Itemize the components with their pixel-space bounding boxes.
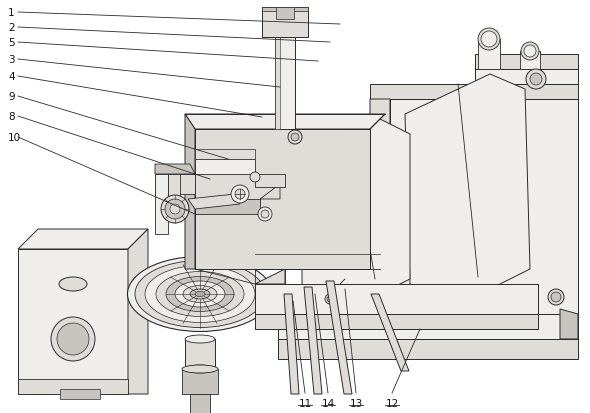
Polygon shape: [560, 309, 578, 339]
Circle shape: [481, 32, 497, 48]
Polygon shape: [255, 269, 285, 284]
Circle shape: [231, 185, 249, 204]
Polygon shape: [195, 130, 370, 269]
Polygon shape: [255, 284, 538, 314]
Circle shape: [250, 173, 260, 183]
Polygon shape: [155, 165, 195, 175]
Text: 1: 1: [8, 8, 15, 18]
Polygon shape: [155, 175, 195, 195]
Polygon shape: [182, 369, 218, 394]
Ellipse shape: [59, 277, 87, 291]
Circle shape: [161, 195, 189, 223]
Polygon shape: [185, 339, 215, 369]
Polygon shape: [475, 55, 578, 70]
Ellipse shape: [185, 335, 215, 343]
Circle shape: [235, 190, 245, 199]
Polygon shape: [18, 379, 128, 394]
Polygon shape: [195, 199, 260, 214]
Polygon shape: [304, 287, 322, 394]
Circle shape: [170, 204, 180, 214]
Text: 4: 4: [8, 72, 15, 82]
Text: 2: 2: [8, 23, 15, 33]
Polygon shape: [278, 339, 578, 359]
Polygon shape: [276, 8, 294, 20]
Polygon shape: [390, 100, 578, 314]
Polygon shape: [278, 314, 578, 339]
Polygon shape: [185, 115, 385, 130]
Polygon shape: [255, 314, 538, 329]
Polygon shape: [370, 85, 578, 100]
Circle shape: [521, 43, 539, 61]
Text: 9: 9: [8, 92, 15, 102]
Circle shape: [327, 296, 333, 302]
Circle shape: [288, 131, 302, 145]
Ellipse shape: [156, 272, 244, 317]
Circle shape: [51, 317, 95, 361]
Polygon shape: [18, 230, 148, 249]
Circle shape: [377, 219, 387, 230]
Polygon shape: [302, 120, 410, 319]
Polygon shape: [195, 150, 255, 159]
Text: 12: 12: [385, 398, 399, 408]
Polygon shape: [284, 294, 299, 394]
Ellipse shape: [183, 286, 217, 303]
Ellipse shape: [135, 261, 265, 328]
Circle shape: [165, 199, 185, 219]
Polygon shape: [275, 12, 295, 130]
Circle shape: [261, 211, 269, 218]
Polygon shape: [60, 389, 100, 399]
Circle shape: [526, 70, 546, 90]
Text: 14: 14: [322, 398, 335, 408]
Circle shape: [291, 134, 299, 142]
Circle shape: [478, 29, 500, 51]
Polygon shape: [390, 185, 420, 214]
Ellipse shape: [175, 281, 225, 307]
Ellipse shape: [127, 257, 273, 332]
Circle shape: [548, 289, 564, 305]
Polygon shape: [188, 195, 240, 209]
Polygon shape: [405, 75, 530, 304]
Text: 10: 10: [8, 133, 21, 142]
Polygon shape: [275, 12, 280, 130]
Polygon shape: [190, 394, 210, 413]
Polygon shape: [255, 175, 285, 188]
Polygon shape: [260, 185, 280, 199]
Polygon shape: [168, 175, 180, 214]
Text: 5: 5: [8, 38, 15, 48]
Text: 13: 13: [349, 398, 363, 408]
Polygon shape: [155, 175, 168, 235]
Text: 8: 8: [8, 112, 15, 122]
Polygon shape: [326, 281, 352, 394]
Polygon shape: [185, 115, 195, 269]
Polygon shape: [371, 294, 409, 371]
Circle shape: [530, 74, 542, 86]
Text: 11: 11: [299, 398, 312, 408]
Circle shape: [325, 294, 335, 304]
Circle shape: [258, 207, 272, 221]
Ellipse shape: [145, 266, 255, 323]
Circle shape: [57, 323, 89, 355]
Circle shape: [524, 46, 536, 58]
Text: 3: 3: [8, 55, 15, 65]
Polygon shape: [128, 230, 148, 394]
Polygon shape: [262, 8, 308, 38]
Ellipse shape: [195, 292, 205, 297]
Ellipse shape: [182, 365, 218, 373]
Polygon shape: [262, 8, 308, 12]
Polygon shape: [370, 100, 390, 314]
Ellipse shape: [190, 289, 210, 299]
Ellipse shape: [185, 365, 215, 373]
Polygon shape: [18, 249, 128, 394]
Polygon shape: [520, 52, 540, 70]
Polygon shape: [478, 40, 500, 70]
Ellipse shape: [166, 277, 234, 312]
Polygon shape: [475, 70, 578, 85]
Circle shape: [551, 292, 561, 302]
Polygon shape: [195, 159, 255, 175]
